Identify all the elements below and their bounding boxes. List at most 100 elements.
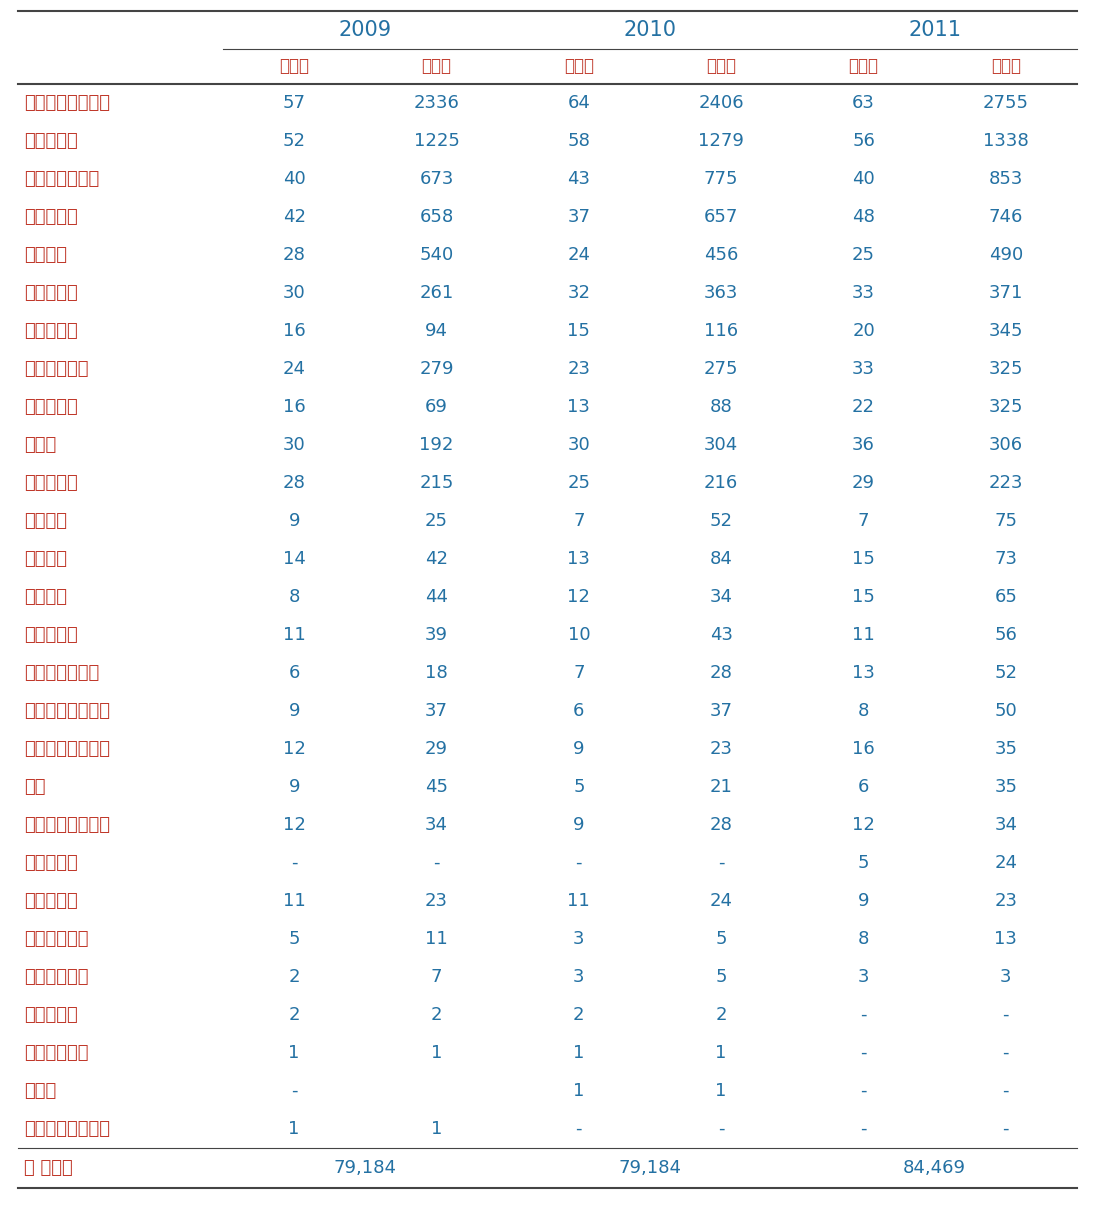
Text: 490: 490 — [989, 246, 1023, 264]
Text: 치차적색소: 치차적색소 — [24, 893, 78, 909]
Text: 84,469: 84,469 — [903, 1159, 966, 1177]
Text: 5: 5 — [715, 930, 727, 948]
Text: 마리골드색소: 마리골드색소 — [24, 930, 89, 948]
Text: 9: 9 — [288, 512, 300, 530]
Text: 23: 23 — [567, 360, 590, 378]
Text: 12: 12 — [283, 740, 306, 758]
Text: 품목수: 품목수 — [991, 57, 1021, 75]
Text: 15: 15 — [852, 589, 875, 606]
Text: 2: 2 — [573, 1006, 585, 1025]
Text: 자주색고구마색소: 자주색고구마색소 — [24, 816, 110, 834]
Text: 34: 34 — [710, 589, 733, 606]
Text: 1338: 1338 — [983, 132, 1028, 150]
Text: 홍화황색소: 홍화황색소 — [24, 285, 78, 302]
Text: 치자청색소: 치자청색소 — [24, 208, 78, 226]
Text: 락색소: 락색소 — [24, 436, 56, 454]
Text: -: - — [1003, 1081, 1010, 1100]
Text: 24: 24 — [994, 854, 1017, 872]
Text: 잡 품목수: 잡 품목수 — [24, 1159, 72, 1177]
Text: -: - — [1003, 1006, 1010, 1025]
Text: 23: 23 — [994, 893, 1017, 909]
Text: 30: 30 — [283, 436, 306, 454]
Text: 88: 88 — [710, 398, 733, 417]
Text: 79,184: 79,184 — [334, 1159, 396, 1177]
Text: 5: 5 — [857, 854, 869, 872]
Text: 52: 52 — [710, 512, 733, 530]
Text: -: - — [1003, 1044, 1010, 1062]
Text: 16: 16 — [283, 398, 306, 417]
Text: 3: 3 — [573, 968, 585, 986]
Text: 5: 5 — [573, 777, 585, 796]
Text: 7: 7 — [857, 512, 869, 530]
Text: 포도과즙색소: 포도과즙색소 — [24, 1044, 89, 1062]
Text: -: - — [1003, 1120, 1010, 1138]
Text: 심황색소: 심황색소 — [24, 246, 67, 264]
Text: 34: 34 — [994, 816, 1017, 834]
Text: -: - — [861, 1044, 867, 1062]
Text: -: - — [861, 1120, 867, 1138]
Text: 11: 11 — [567, 893, 590, 909]
Text: 25: 25 — [852, 246, 875, 264]
Text: 223: 223 — [989, 474, 1023, 492]
Text: 363: 363 — [704, 285, 738, 302]
Text: -: - — [718, 1120, 725, 1138]
Text: 29: 29 — [425, 740, 448, 758]
Text: 9: 9 — [857, 893, 869, 909]
Text: 포도과피추출색소: 포도과피추출색소 — [24, 740, 110, 758]
Text: -: - — [291, 854, 298, 872]
Text: 18: 18 — [425, 664, 448, 682]
Text: 24: 24 — [283, 360, 306, 378]
Text: 품목명: 품목명 — [564, 57, 593, 75]
Text: 29: 29 — [852, 474, 875, 492]
Text: 33: 33 — [852, 285, 875, 302]
Text: 8: 8 — [857, 702, 869, 721]
Text: 64: 64 — [567, 94, 590, 111]
Text: 오징어먹물색소: 오징어먹물색소 — [24, 664, 100, 682]
Text: 52: 52 — [283, 132, 306, 150]
Text: 16: 16 — [283, 322, 306, 340]
Text: 2: 2 — [288, 968, 300, 986]
Text: 11: 11 — [425, 930, 448, 948]
Text: 22: 22 — [852, 398, 875, 417]
Text: 7: 7 — [573, 512, 585, 530]
Text: 2010: 2010 — [623, 21, 677, 40]
Text: 371: 371 — [989, 285, 1023, 302]
Text: 2: 2 — [288, 1006, 300, 1025]
Text: 37: 37 — [567, 208, 590, 226]
Text: 24: 24 — [710, 893, 733, 909]
Text: 5: 5 — [715, 968, 727, 986]
Text: 345: 345 — [989, 322, 1023, 340]
Text: 35: 35 — [994, 740, 1017, 758]
Text: 304: 304 — [704, 436, 738, 454]
Text: 75: 75 — [994, 512, 1017, 530]
Text: 28: 28 — [710, 816, 733, 834]
Text: 37: 37 — [710, 702, 733, 721]
Text: 14: 14 — [283, 550, 306, 568]
Text: -: - — [718, 854, 725, 872]
Text: 3: 3 — [573, 930, 585, 948]
Text: 658: 658 — [419, 208, 453, 226]
Text: 28: 28 — [710, 664, 733, 682]
Text: 베리류색소: 베리류색소 — [24, 626, 78, 644]
Text: 5: 5 — [288, 930, 300, 948]
Text: 11: 11 — [852, 626, 875, 644]
Text: 1: 1 — [288, 1044, 300, 1062]
Text: 치자황색소: 치자황색소 — [24, 132, 78, 150]
Text: 540: 540 — [419, 246, 453, 264]
Text: 1: 1 — [430, 1120, 442, 1138]
Text: 고량색소: 고량색소 — [24, 589, 67, 606]
Text: 33: 33 — [852, 360, 875, 378]
Text: 52: 52 — [994, 664, 1017, 682]
Text: 48: 48 — [852, 208, 875, 226]
Text: 1: 1 — [573, 1044, 585, 1062]
Text: 9: 9 — [288, 777, 300, 796]
Text: 34: 34 — [425, 816, 448, 834]
Text: 43: 43 — [567, 170, 590, 188]
Text: 1: 1 — [573, 1081, 585, 1100]
Text: 2: 2 — [715, 1006, 727, 1025]
Text: -: - — [861, 1081, 867, 1100]
Text: 30: 30 — [283, 285, 306, 302]
Text: 8: 8 — [857, 930, 869, 948]
Text: 30: 30 — [567, 436, 590, 454]
Text: 13: 13 — [567, 550, 590, 568]
